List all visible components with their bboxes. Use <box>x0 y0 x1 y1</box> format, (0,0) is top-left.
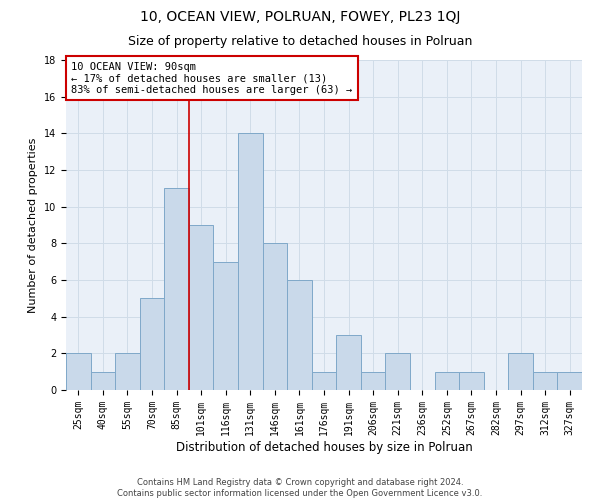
Bar <box>91 372 115 390</box>
Bar <box>140 298 164 390</box>
Text: Size of property relative to detached houses in Polruan: Size of property relative to detached ho… <box>128 35 472 48</box>
Bar <box>312 372 336 390</box>
Y-axis label: Number of detached properties: Number of detached properties <box>28 138 38 312</box>
X-axis label: Distribution of detached houses by size in Polruan: Distribution of detached houses by size … <box>176 440 472 454</box>
Bar <box>336 335 361 390</box>
Text: 10, OCEAN VIEW, POLRUAN, FOWEY, PL23 1QJ: 10, OCEAN VIEW, POLRUAN, FOWEY, PL23 1QJ <box>140 10 460 24</box>
Bar <box>238 134 263 390</box>
Bar <box>434 372 459 390</box>
Text: 10 OCEAN VIEW: 90sqm
← 17% of detached houses are smaller (13)
83% of semi-detac: 10 OCEAN VIEW: 90sqm ← 17% of detached h… <box>71 62 352 95</box>
Bar <box>361 372 385 390</box>
Bar <box>508 354 533 390</box>
Bar <box>459 372 484 390</box>
Text: Contains HM Land Registry data © Crown copyright and database right 2024.
Contai: Contains HM Land Registry data © Crown c… <box>118 478 482 498</box>
Bar <box>164 188 189 390</box>
Bar <box>214 262 238 390</box>
Bar <box>115 354 140 390</box>
Bar <box>385 354 410 390</box>
Bar <box>287 280 312 390</box>
Bar <box>189 225 214 390</box>
Bar <box>557 372 582 390</box>
Bar <box>66 354 91 390</box>
Bar <box>533 372 557 390</box>
Bar <box>263 244 287 390</box>
